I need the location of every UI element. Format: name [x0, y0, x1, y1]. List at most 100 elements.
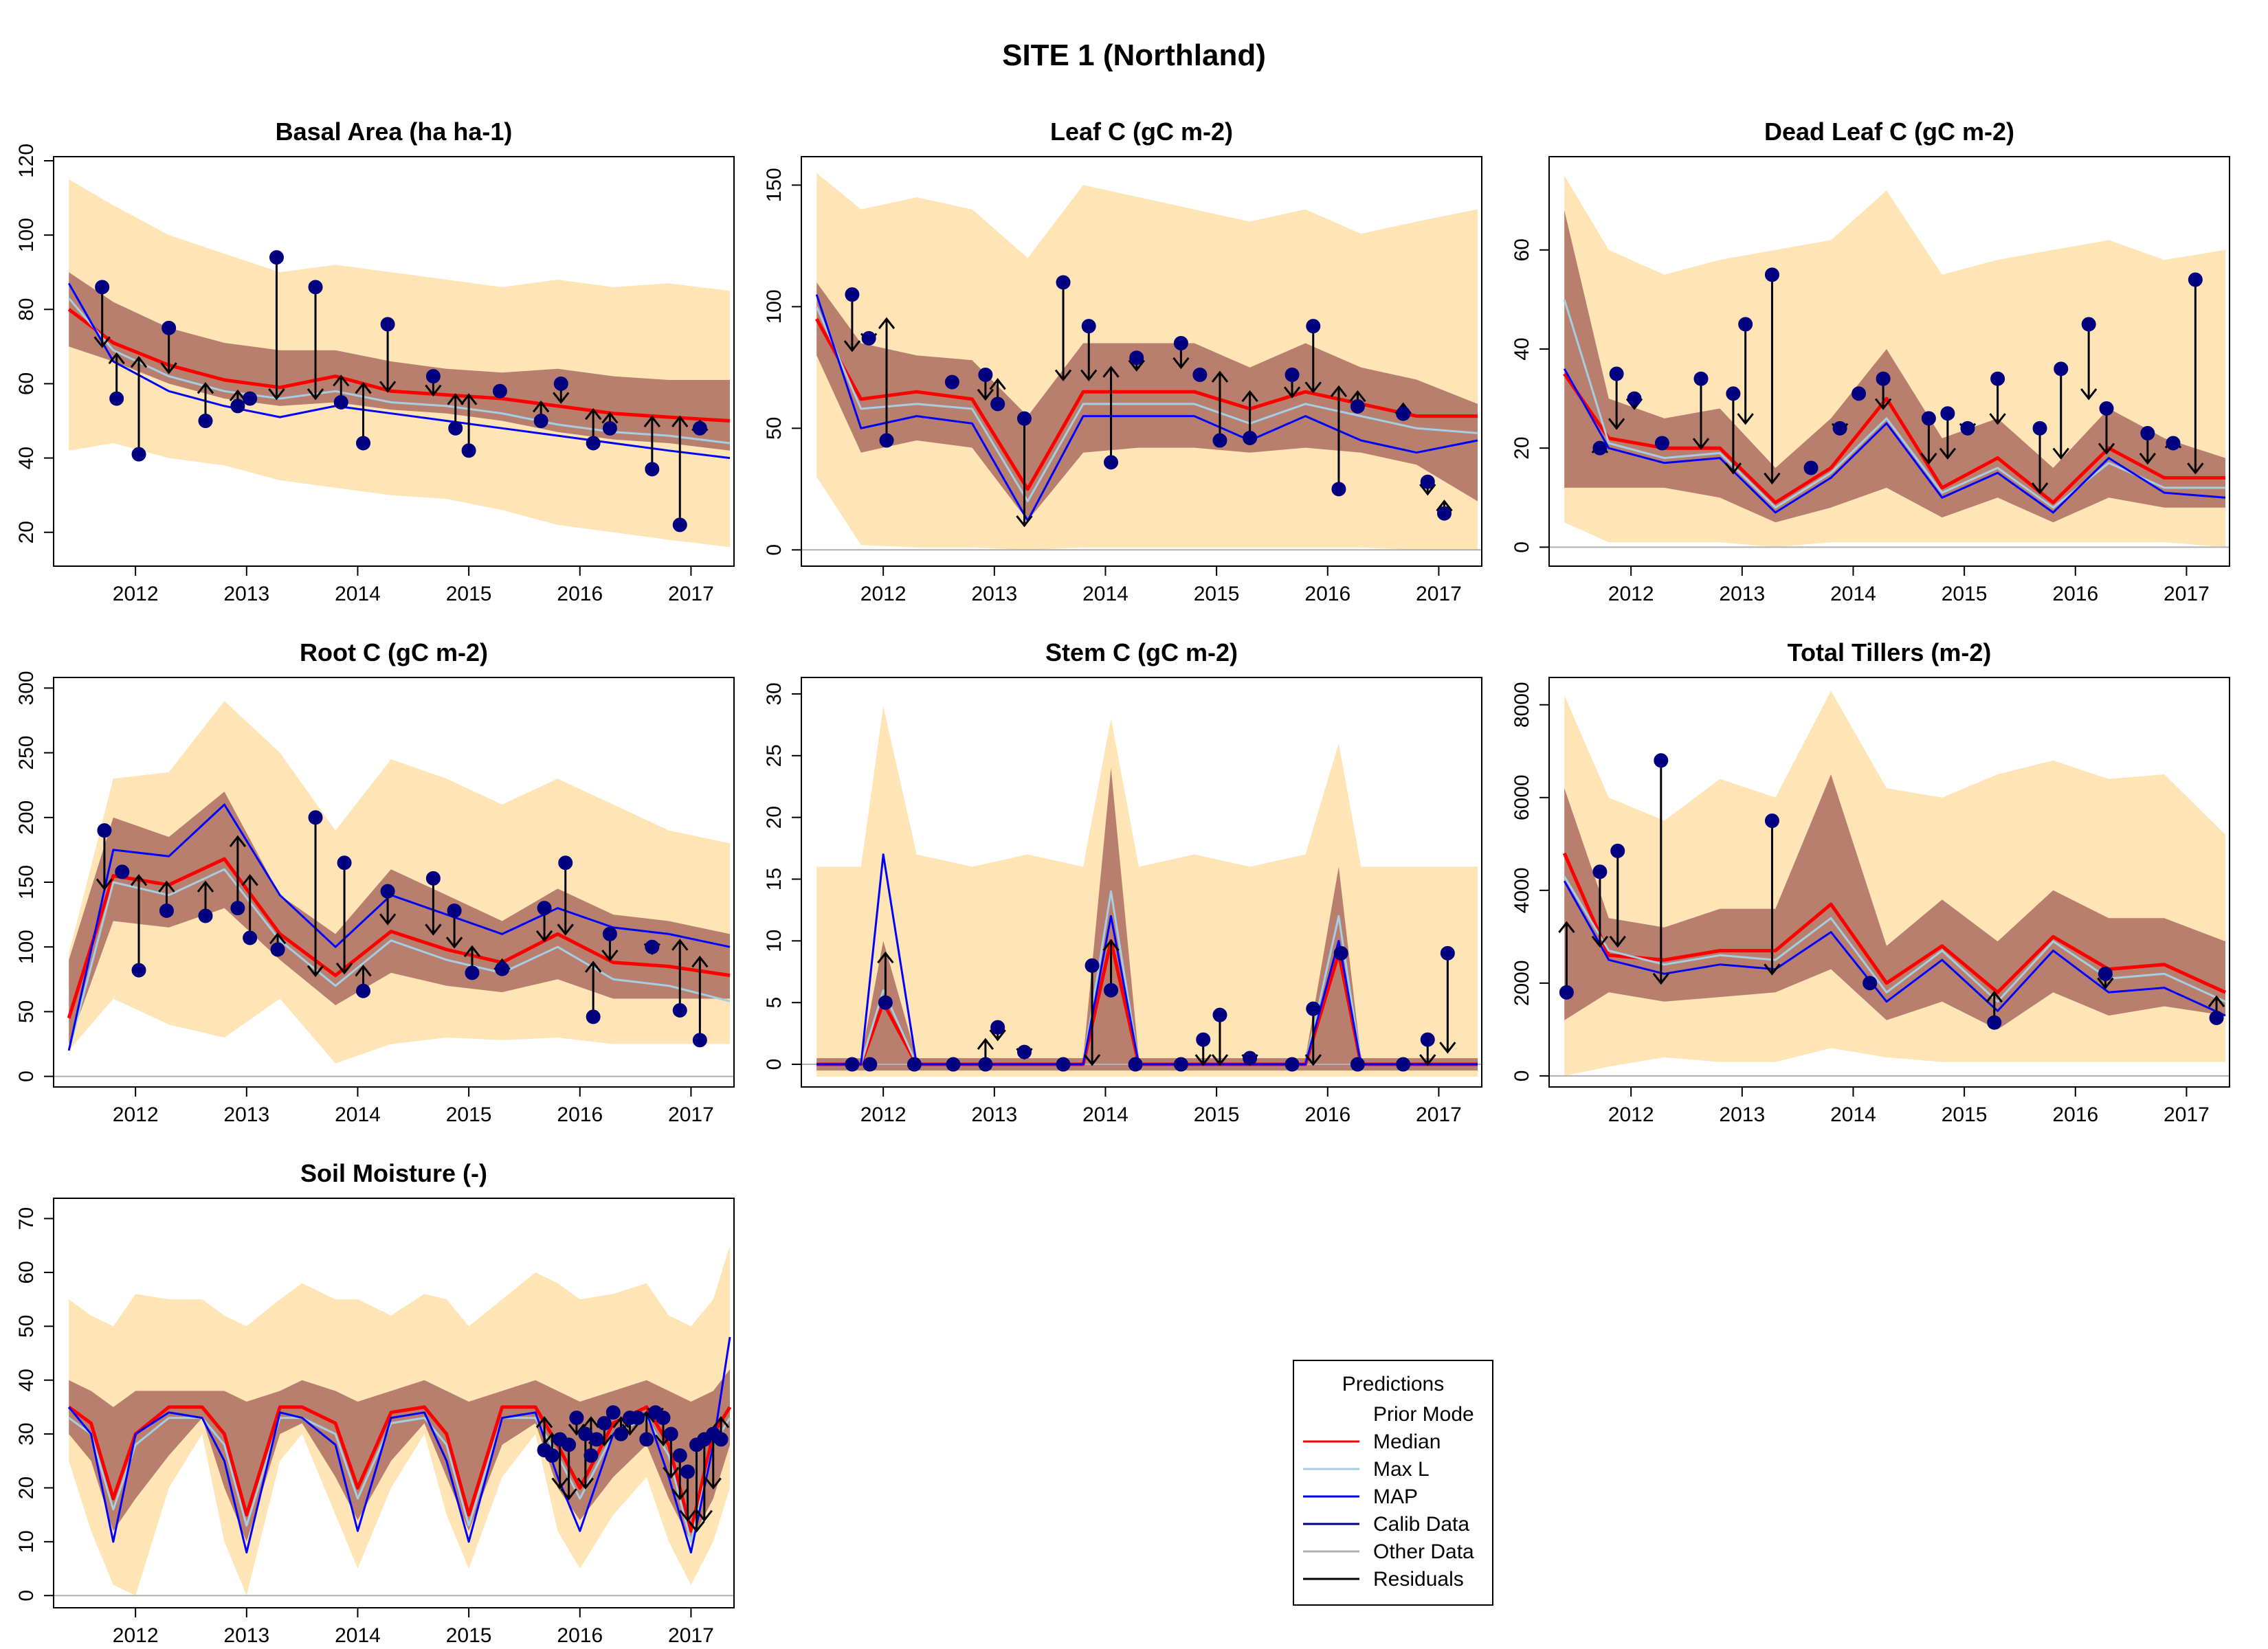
calib-data-point: [270, 942, 285, 957]
x-tick-label: 2013: [971, 583, 1017, 605]
x-tick-label: 2017: [2164, 1103, 2210, 1126]
residual-arrowhead: [577, 1477, 594, 1490]
calib-data-point: [1104, 455, 1119, 470]
y-tick-label: 40: [15, 1369, 38, 1391]
calib-data-point: [990, 396, 1005, 412]
calib-data-point: [198, 414, 213, 429]
x-tick-label: 2016: [2052, 1103, 2098, 1126]
y-tick-label: 0: [1511, 541, 1533, 553]
residual-arrowhead: [1054, 369, 1072, 381]
residual-arrowhead: [463, 945, 481, 958]
legend-label: Max L: [1373, 1458, 1430, 1481]
legend-label: Prior Mode: [1373, 1403, 1474, 1426]
calib-data-point: [492, 383, 507, 399]
calib-data-point: [425, 871, 441, 886]
calib-data-point: [95, 280, 110, 295]
calib-data-point: [1128, 1057, 1143, 1072]
calib-data-point: [569, 1411, 584, 1426]
panel-frame: [1548, 677, 2230, 1088]
x-tick-label: 2017: [668, 583, 714, 605]
series-median: [816, 939, 1478, 1066]
residual-arrowhead: [307, 965, 324, 978]
residual-arrowhead: [601, 950, 619, 962]
residual-arrowhead: [584, 961, 602, 973]
residual-arrowhead: [229, 835, 247, 847]
x-tick-label: 2015: [1942, 583, 1988, 605]
calib-data-point: [978, 1057, 993, 1072]
calib-data-point: [1212, 433, 1227, 448]
y-tick-label: 10: [763, 930, 786, 952]
residual-arrowhead: [1737, 413, 1754, 425]
calib-data-point: [1085, 958, 1100, 973]
residual-arrowhead: [2139, 452, 2157, 465]
x-tick-label: 2016: [557, 1624, 603, 1647]
residual-arrowhead: [379, 381, 397, 393]
residual-arrowhead: [355, 382, 372, 394]
x-tick-label: 2016: [1304, 1103, 1350, 1126]
residual-arrowhead: [1591, 935, 1609, 948]
x-tick-label: 2012: [860, 583, 907, 605]
panel-plot-area: [801, 172, 1482, 551]
residual-arrowhead: [460, 393, 478, 405]
calib-data-point: [2188, 272, 2203, 287]
calib-data-point: [1056, 1057, 1071, 1072]
legend-label: Other Data: [1373, 1540, 1474, 1563]
panel-plot-area: [54, 1245, 734, 1597]
calib-data-point: [845, 1057, 860, 1072]
calib-data-point: [230, 901, 245, 916]
legend-item: Max L: [1303, 1458, 1430, 1481]
y-tick-label: 40: [15, 447, 38, 469]
residual-arrowhead: [197, 880, 214, 893]
x-tick-label: 2013: [1719, 1103, 1765, 1126]
residual-arrowhead: [1764, 472, 1781, 485]
y-tick-label: 60: [15, 1261, 38, 1283]
calib-data-point: [1921, 411, 1936, 426]
calib-data-point: [1016, 1044, 1032, 1059]
calib-data-point: [907, 1057, 922, 1072]
panel-title: Root C (gC m-2): [300, 638, 488, 666]
calib-data-point: [1876, 371, 1891, 386]
panel-plot-area: [1549, 691, 2230, 1077]
calib-data-point: [243, 930, 258, 945]
calib-data-point: [1960, 420, 1975, 436]
y-tick-label: 20: [763, 806, 786, 829]
residual-arrowhead: [130, 874, 148, 886]
calib-data-point: [243, 391, 258, 406]
x-tick-label: 2014: [335, 1624, 381, 1647]
calib-data-point: [1173, 335, 1188, 350]
calib-data-point: [602, 420, 617, 436]
residual-arrowhead: [1211, 370, 1229, 383]
calib-data-point: [1350, 399, 1365, 414]
panel-frame: [53, 156, 735, 567]
legend-title: Predictions: [1342, 1373, 1444, 1395]
y-tick-label: 200: [15, 800, 38, 835]
x-tick-label: 2012: [113, 583, 159, 605]
y-tick-label: 0: [763, 544, 786, 556]
y-tick-label: 50: [15, 1315, 38, 1338]
x-tick-label: 2016: [1304, 583, 1350, 605]
residual-arrowhead: [1764, 963, 1781, 976]
calib-data-point: [630, 1411, 645, 1426]
residual-arrowhead: [1989, 413, 2006, 425]
residual-arrowhead: [269, 932, 287, 945]
calib-data-point: [380, 317, 395, 332]
residual-arrowhead: [1102, 366, 1120, 378]
calib-data-point: [162, 320, 177, 335]
residual-arrowhead: [2031, 482, 2049, 495]
calib-data-point: [2140, 426, 2155, 441]
y-tick-label: 40: [1511, 337, 1533, 360]
panel-title: Dead Leaf C (gC m-2): [1764, 117, 2014, 146]
y-tick-label: 150: [763, 168, 786, 202]
series-map: [1563, 368, 2226, 514]
calib-data-point: [861, 330, 876, 346]
calib-data-point: [2032, 420, 2047, 436]
legend-box: [1293, 1360, 1493, 1606]
posterior-band: [69, 792, 730, 1044]
residual-arrowhead: [1939, 447, 1957, 460]
calib-data-point: [597, 1415, 612, 1431]
y-tick-label: 150: [15, 865, 38, 899]
x-tick-label: 2015: [1194, 1103, 1240, 1126]
calib-data-point: [1243, 430, 1258, 445]
y-tick-label: 0: [763, 1059, 786, 1070]
residual-arrowhead: [1986, 990, 2003, 1003]
